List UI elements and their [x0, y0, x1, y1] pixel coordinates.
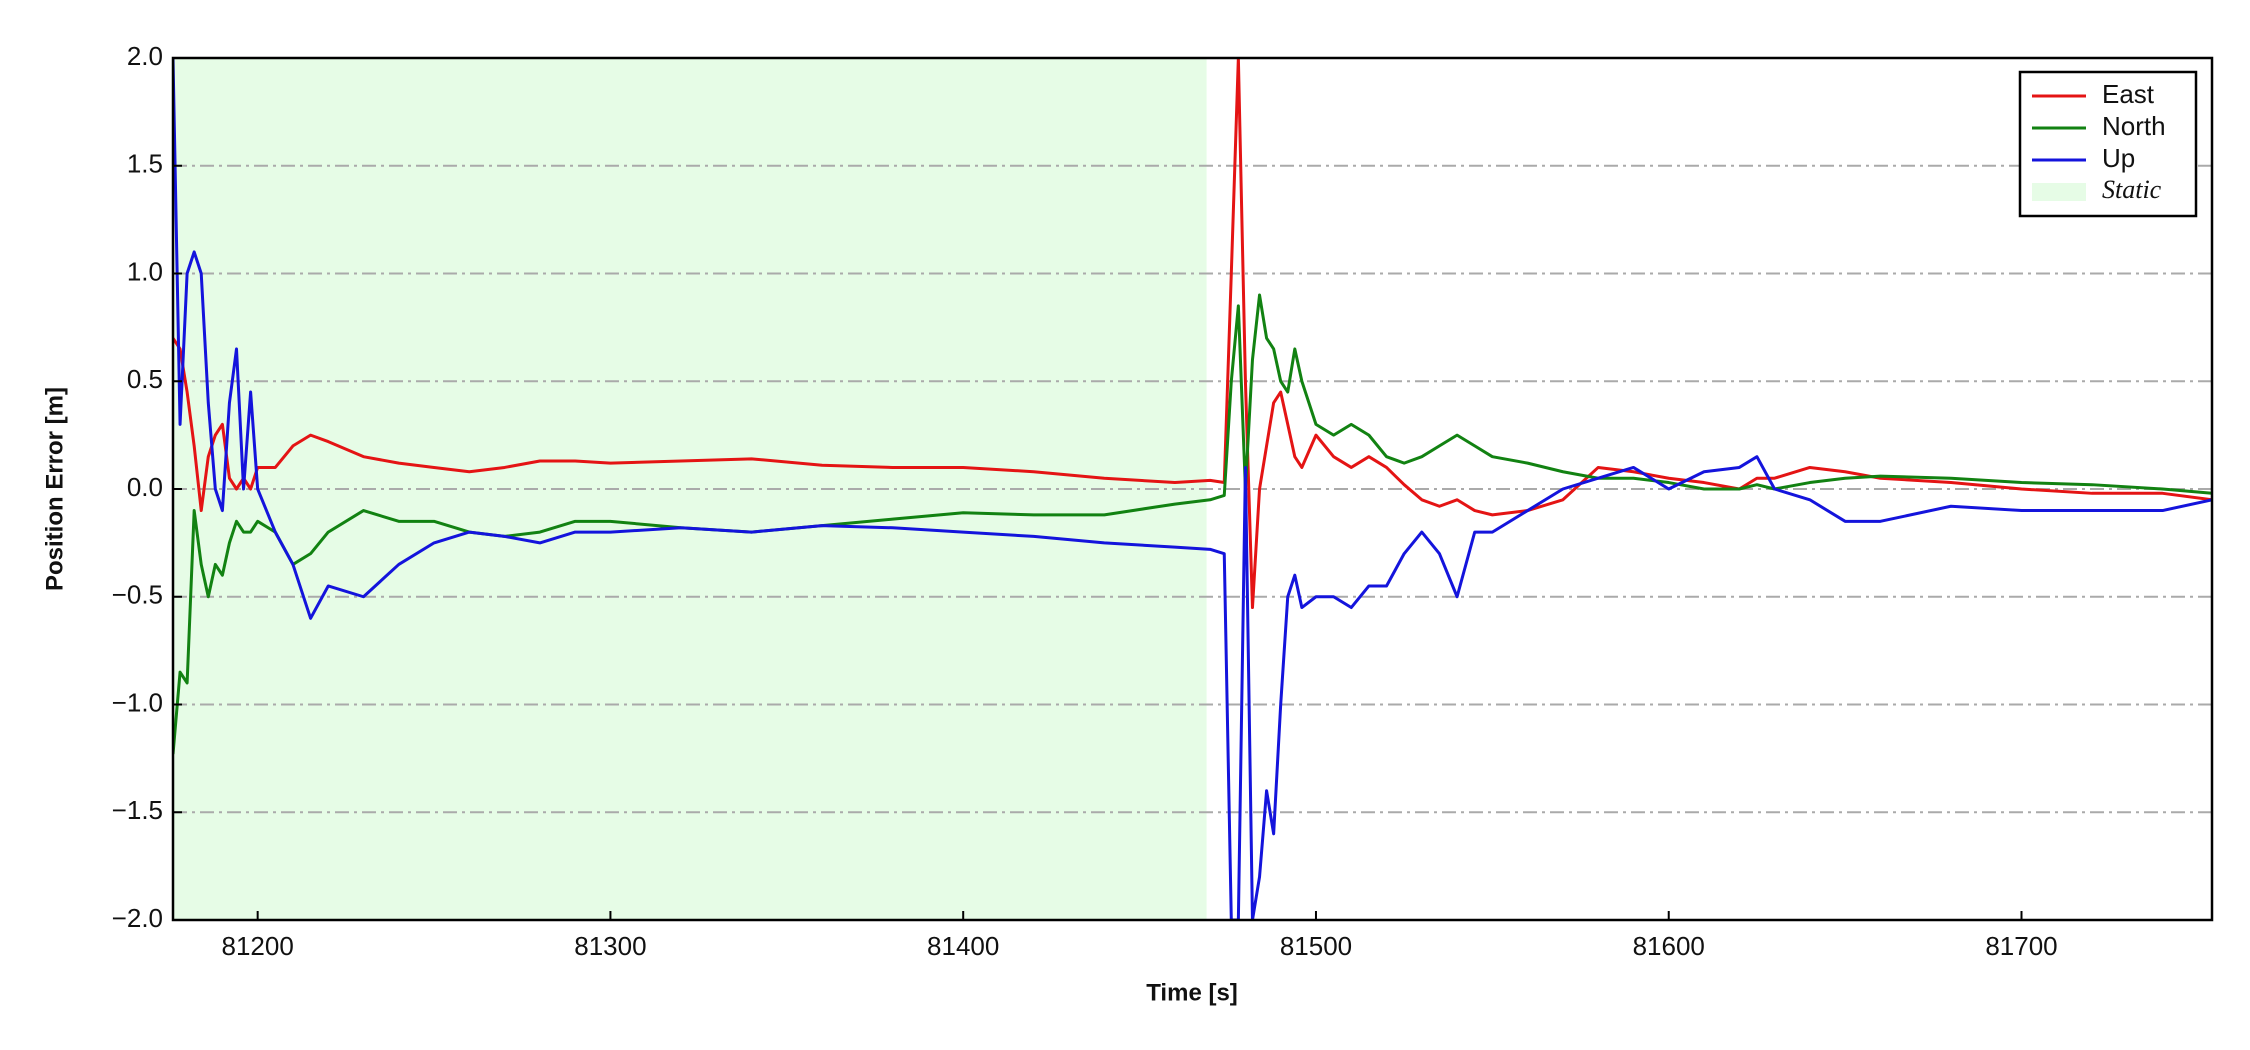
- legend-label: Static: [2102, 175, 2162, 204]
- series-line: [173, 58, 2212, 920]
- series-line: [173, 58, 2212, 610]
- plot-area: [173, 58, 2212, 920]
- plot-frame: [171, 56, 2214, 922]
- legend-label: East: [2102, 79, 2155, 109]
- legend-swatch: [2032, 183, 2086, 201]
- y-tick-label: −2.0: [112, 903, 163, 933]
- y-tick-label: 0.0: [127, 472, 163, 502]
- x-tick-label: 81200: [222, 931, 294, 961]
- legend-label: North: [2102, 111, 2166, 141]
- y-tick-label: −1.0: [112, 687, 163, 717]
- y-tick-label: 1.5: [127, 149, 163, 179]
- y-tick-label: −1.5: [112, 795, 163, 825]
- y-tick-label: 1.0: [127, 256, 163, 286]
- y-tick-label: 2.0: [127, 41, 163, 71]
- y-tick-label: 0.5: [127, 364, 163, 394]
- legend-label: Up: [2102, 143, 2135, 173]
- series-line: [173, 293, 2212, 755]
- x-axis-label: Time [s]: [1146, 979, 1238, 1006]
- y-axis-label: Position Error [m]: [41, 387, 68, 591]
- x-tick-label: 81700: [1985, 931, 2057, 961]
- x-tick-label: 81400: [927, 931, 999, 961]
- x-tick-label: 81600: [1633, 931, 1705, 961]
- x-tick-label: 81300: [574, 931, 646, 961]
- x-tick-label: 81500: [1280, 931, 1352, 961]
- y-tick-label: −0.5: [112, 580, 163, 610]
